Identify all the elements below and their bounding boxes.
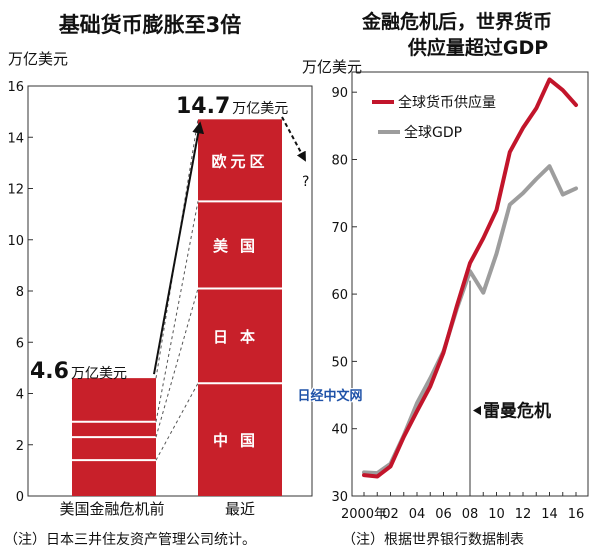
bar-guide-dotted — [155, 383, 199, 461]
bar-chart-guides — [153, 116, 306, 461]
bar-y-tick-label: 8 — [16, 285, 24, 300]
line-x-tick-label: 08 — [462, 507, 479, 522]
footnote-right: （注）根据世界银行数据制表 — [342, 532, 524, 548]
bar-segment — [198, 383, 282, 496]
line-x-tick-label: 10 — [488, 507, 505, 522]
bar-value-label-recent: 14.7 万亿美元 — [176, 94, 288, 119]
line-chart-legend: 全球货币供应量 全球GDP — [372, 94, 496, 141]
bar-y-tick-label: 14 — [7, 131, 24, 146]
lehman-crisis-arrow — [473, 405, 481, 416]
bar-unknown-mark: ? — [302, 174, 309, 190]
line-y-tick-label: 60 — [331, 288, 348, 303]
bar-y-tick-label: 16 — [7, 80, 24, 95]
line-x-tick-label: 02 — [382, 507, 399, 522]
bar-y-tick-label: 12 — [7, 183, 24, 198]
line-y-tick-label: 40 — [331, 423, 348, 438]
bar-y-tick-label: 0 — [16, 490, 24, 505]
bar-value-number-recent: 14.7 — [176, 94, 230, 119]
line-chart-annotation: 雷曼危机 — [469, 280, 551, 496]
series-money-supply-line — [362, 77, 578, 479]
bar-future-arrow — [281, 116, 306, 162]
bar-chart: 基础货币膨胀至3倍 万亿美元 0 2 4 6 8 10 12 14 16 中国 日本 美国 欧元区 4… — [7, 13, 313, 518]
bar-segment-label: 美国 — [213, 237, 267, 255]
line-y-tick-label: 30 — [331, 490, 348, 505]
line-y-tick-label: 80 — [331, 153, 348, 168]
line-x-tick-label: 12 — [515, 507, 532, 522]
line-y-tick-label: 90 — [331, 86, 348, 101]
line-x-tick-label: 14 — [541, 507, 558, 522]
bar-value-label-pre-crisis: 4.6 万亿美元 — [30, 359, 127, 384]
bar-guide-dotted — [155, 201, 199, 422]
bar-segment-label: 欧元区 — [211, 152, 268, 170]
legend-label-gdp: 全球GDP — [404, 124, 462, 141]
bar-chart-ylabel: 万亿美元 — [8, 50, 68, 68]
line-chart-ylabel: 万亿美元 — [302, 58, 362, 76]
bar-segment — [198, 288, 282, 384]
bar-segment — [198, 119, 282, 202]
lehman-crisis-label: 雷曼危机 — [483, 401, 551, 422]
line-chart-title-line2: 供应量超过GDP — [407, 36, 548, 59]
bar-category-pre-crisis: 美国金融危机前 — [59, 500, 164, 518]
bar-y-tick-label: 10 — [7, 234, 24, 249]
legend-label-money-supply: 全球货币供应量 — [398, 94, 496, 111]
bar-value-unit-pre-crisis: 万亿美元 — [71, 366, 127, 382]
bar-chart-y-ticks: 0 2 4 6 8 10 12 14 16 — [7, 80, 33, 505]
line-x-tick-label: 16 — [568, 507, 585, 522]
line-chart-title-line1: 金融危机后，世界货币 — [361, 10, 552, 33]
bar-category-recent: 最近 — [225, 500, 255, 518]
bar-y-tick-label: 6 — [16, 336, 24, 351]
line-y-tick-label: 70 — [331, 221, 348, 236]
watermark-logo: 日经中文网 — [297, 389, 363, 404]
bar-chart-title: 基础货币膨胀至3倍 — [59, 13, 242, 37]
line-x-tick-label: 06 — [435, 507, 452, 522]
line-chart: 金融危机后，世界货币 供应量超过GDP 万亿美元 30405060708090 … — [302, 10, 589, 522]
line-chart-y-ticks: 30 40 50 60 70 80 90 — [331, 86, 357, 505]
bar-chart-value-labels: 4.6 万亿美元 14.7 万亿美元 ? — [30, 94, 309, 384]
line-x-tick-label: 04 — [409, 507, 426, 522]
bar-segment-label: 中国 — [213, 432, 267, 450]
line-x-tick-label: 2000年 — [341, 507, 387, 522]
line-y-tick-label: 50 — [331, 355, 348, 370]
bar-growth-arrow — [153, 121, 205, 375]
bar-y-tick-label: 2 — [16, 439, 24, 454]
bar-value-unit-recent: 万亿美元 — [232, 101, 288, 117]
bar-guide-dotted — [155, 288, 199, 438]
bar-segment — [198, 201, 282, 289]
bar-chart-x-labels: 美国金融危机前 最近 — [59, 500, 255, 518]
bar-y-tick-label: 4 — [16, 388, 24, 403]
footnote-left: （注）日本三井住友资产管理公司统计。 — [4, 532, 256, 548]
bar-value-number-pre-crisis: 4.6 — [30, 359, 69, 384]
bar-segment-label: 日本 — [213, 328, 267, 346]
bar-guide-dotted — [155, 119, 199, 379]
line-chart-series — [362, 77, 578, 479]
